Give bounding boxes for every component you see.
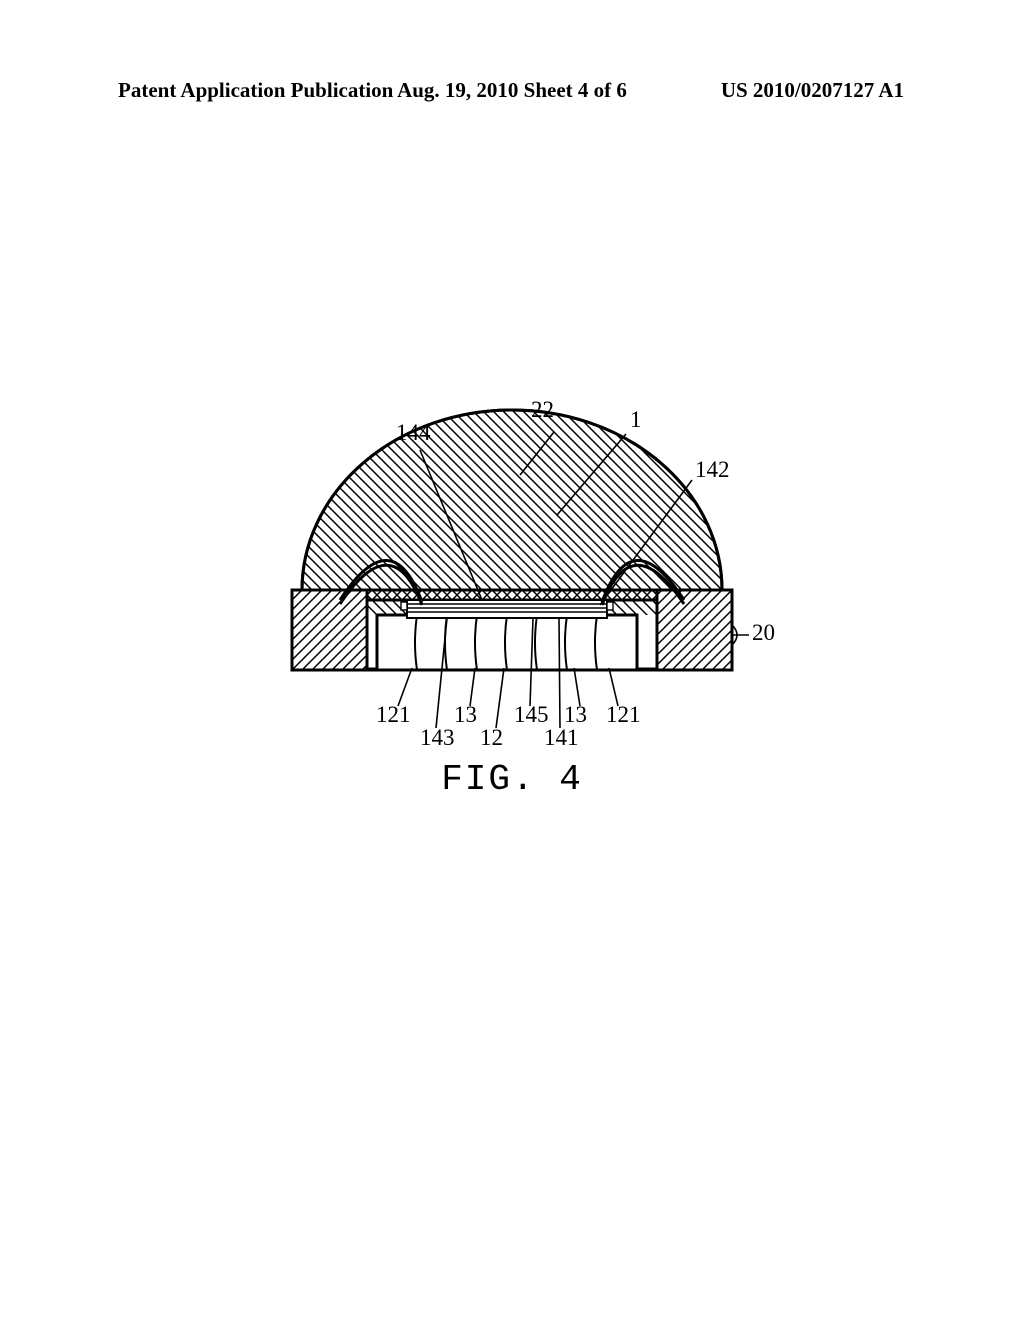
- reference-numeral: 13: [564, 702, 587, 728]
- figure-caption: FIG. 4: [252, 759, 772, 800]
- reference-numeral: 142: [695, 457, 730, 483]
- reference-numeral: 1: [630, 407, 642, 433]
- figure-container: 22114414220121143131214514113121 FIG. 4: [0, 400, 1024, 800]
- reference-numeral: 141: [544, 725, 579, 751]
- reference-numeral: 121: [376, 702, 411, 728]
- reference-numeral: 12: [480, 725, 503, 751]
- header-right: US 2010/0207127 A1: [721, 78, 904, 103]
- cross-section-diagram: [252, 400, 772, 800]
- reference-numeral: 121: [606, 702, 641, 728]
- reference-numeral: 143: [420, 725, 455, 751]
- page-header: Patent Application Publication Aug. 19, …: [0, 78, 1024, 103]
- reference-numeral: 22: [531, 397, 554, 423]
- header-center: Aug. 19, 2010 Sheet 4 of 6: [397, 78, 627, 103]
- header-left: Patent Application Publication: [118, 78, 393, 103]
- reference-numeral: 20: [752, 620, 775, 646]
- reference-numeral: 144: [396, 420, 431, 446]
- figure-4: 22114414220121143131214514113121 FIG. 4: [252, 400, 772, 800]
- reference-numeral: 13: [454, 702, 477, 728]
